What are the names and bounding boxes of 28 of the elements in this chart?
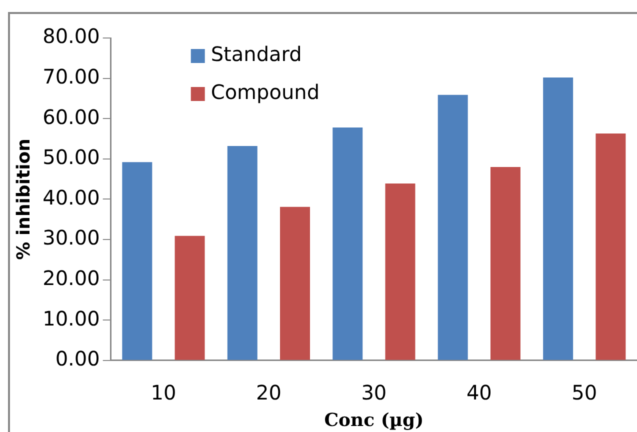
legend-label: Standard <box>210 42 302 66</box>
y-tick-label: 50.00 <box>42 145 100 170</box>
x-axis-title: Conc (µg) <box>324 410 424 431</box>
y-tick-label: 60.00 <box>42 104 100 129</box>
bar <box>280 206 310 360</box>
bar <box>438 94 468 360</box>
y-axis-title: % inhibition <box>13 138 34 260</box>
x-tick-label: 30 <box>361 380 387 405</box>
y-tick-label: 10.00 <box>42 306 100 330</box>
y-tick-label: 20.00 <box>42 266 100 290</box>
x-tick-label: 40 <box>466 380 492 405</box>
bar <box>332 127 363 360</box>
y-tick-label: 0.00 <box>55 346 100 371</box>
y-tick-label: 30.00 <box>42 226 100 250</box>
bar <box>596 134 626 360</box>
legend-label: Compound <box>210 80 320 104</box>
bar <box>490 166 520 360</box>
y-tick-label: 80.00 <box>42 24 100 48</box>
bar <box>543 77 574 360</box>
bar <box>385 183 416 360</box>
y-tick-label: 70.00 <box>42 64 100 89</box>
x-tick-label: 10 <box>150 380 176 405</box>
bar <box>227 146 258 360</box>
y-tick-label: 40.00 <box>42 185 100 210</box>
x-tick-label: 50 <box>572 380 598 405</box>
bar <box>174 236 205 360</box>
x-tick-label: 20 <box>256 380 282 405</box>
bar <box>122 162 152 360</box>
